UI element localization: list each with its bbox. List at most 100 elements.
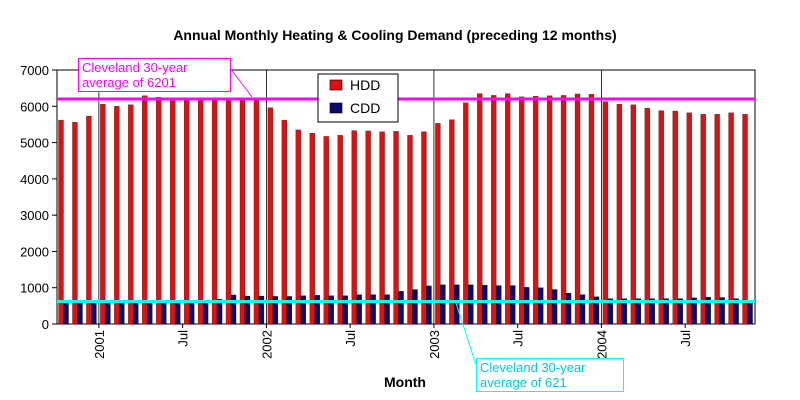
y-tick-label: 3000 — [20, 208, 49, 223]
hdd-bar — [449, 119, 455, 325]
hdd-bar — [421, 131, 427, 325]
hdd-bar — [100, 103, 106, 325]
cdd-bar — [216, 299, 223, 325]
y-tick-label: 7000 — [20, 63, 49, 78]
hdd-bar — [309, 132, 315, 325]
hdd-bar — [574, 93, 581, 325]
hdd-bar — [365, 130, 371, 325]
hdd-bar — [197, 98, 204, 325]
cdd-bar — [202, 302, 209, 325]
legend: HDD CDD — [317, 73, 399, 123]
cdd-bar — [328, 295, 334, 325]
hdd-bar — [700, 114, 706, 325]
hdd-bar — [505, 93, 511, 325]
y-tick-label: 1000 — [20, 281, 49, 296]
cdd-bars — [63, 284, 753, 325]
cdd-bar — [119, 302, 125, 325]
legend-swatch-cdd — [329, 102, 343, 114]
cdd-bar — [677, 298, 683, 325]
hdd-bar — [532, 95, 539, 325]
x-tick-label: Jul — [176, 330, 191, 347]
hdd-bar — [742, 114, 748, 325]
cdd-bar — [188, 302, 195, 325]
cdd-bar — [496, 285, 502, 325]
cdd-bar — [398, 291, 404, 325]
x-tick-label: 2002 — [259, 330, 274, 359]
hdd-bar — [588, 94, 595, 325]
x-tick-label: Jul — [343, 330, 358, 347]
cdd-annotation-leader — [454, 299, 477, 366]
cdd-bar — [133, 301, 139, 325]
cdd-bar — [663, 298, 669, 325]
cdd-bar — [719, 297, 725, 325]
cdd-bar — [621, 298, 628, 325]
cdd-bar — [705, 296, 711, 325]
legend-label-hdd: HDD — [350, 77, 380, 93]
x-axis-label: Month — [384, 374, 426, 390]
cdd-bar — [272, 296, 279, 325]
hdd-bar — [658, 110, 664, 325]
hdd-bar — [323, 136, 329, 325]
hdd-bar — [491, 95, 497, 325]
cdd-bar — [747, 300, 753, 325]
hdd-bar — [211, 97, 218, 325]
cdd-bar — [426, 285, 432, 325]
cdd-bar — [635, 298, 642, 325]
cdd-bar — [314, 295, 320, 325]
cdd-bar — [468, 284, 474, 325]
cdd-bar — [537, 287, 544, 325]
hdd-bar — [295, 129, 301, 325]
cdd-average-annotation: Cleveland 30-year average of 621 — [476, 358, 624, 392]
hdd-bar — [253, 97, 260, 325]
cdd-bar — [482, 285, 488, 325]
hdd-bar — [463, 102, 469, 325]
hdd-bar — [142, 95, 148, 325]
cdd-bar — [161, 300, 167, 325]
hdd-bar — [72, 122, 78, 325]
cdd-bar — [593, 296, 600, 325]
grid-lines — [98, 70, 602, 324]
cdd-bar — [105, 302, 111, 325]
reference-lines — [57, 97, 755, 303]
hdd-bar — [239, 97, 246, 325]
hdd-bar — [630, 104, 637, 325]
cdd-bar — [551, 289, 558, 325]
hdd-bar — [267, 107, 274, 325]
cdd-bar — [733, 298, 739, 325]
cdd-bar — [412, 289, 418, 325]
hdd-bar — [546, 95, 553, 325]
hdd-bar — [337, 135, 343, 325]
x-tick-label: 2001 — [92, 330, 107, 359]
hdd-bar — [519, 96, 525, 325]
cdd-bar — [300, 295, 306, 325]
y-tick-label: 2000 — [20, 244, 49, 259]
cdd-bar — [244, 295, 251, 325]
plot-frame — [56, 69, 756, 325]
legend-label-cdd: CDD — [350, 100, 380, 116]
cdd-bar — [175, 301, 181, 325]
hdd-bar — [170, 97, 176, 325]
x-tick-label: Jul — [511, 330, 526, 347]
hdd-bar — [86, 115, 92, 325]
hdd-bar — [351, 130, 357, 325]
hdd-bar — [128, 104, 134, 325]
hdd-bars — [58, 93, 748, 325]
cdd-bar — [524, 287, 530, 325]
cdd-bar — [510, 285, 516, 325]
hdd-bar — [114, 106, 120, 325]
hdd-bar — [156, 97, 162, 325]
cdd-bar — [384, 294, 390, 325]
x-axis-ticks: 2001 Jul 2002 Jul 2003 Jul 2004 Jul — [92, 324, 693, 359]
hdd-bar — [714, 114, 720, 325]
y-tick-label: 4000 — [20, 172, 49, 187]
hdd-bar — [58, 119, 64, 325]
hdd-bar — [728, 112, 734, 325]
hdd-bar — [393, 131, 399, 325]
cdd-bar — [370, 294, 376, 325]
hdd-bar — [644, 107, 650, 325]
hdd-bar — [379, 131, 385, 325]
cdd-bar — [91, 302, 97, 325]
legend-swatch-hdd — [329, 79, 343, 91]
